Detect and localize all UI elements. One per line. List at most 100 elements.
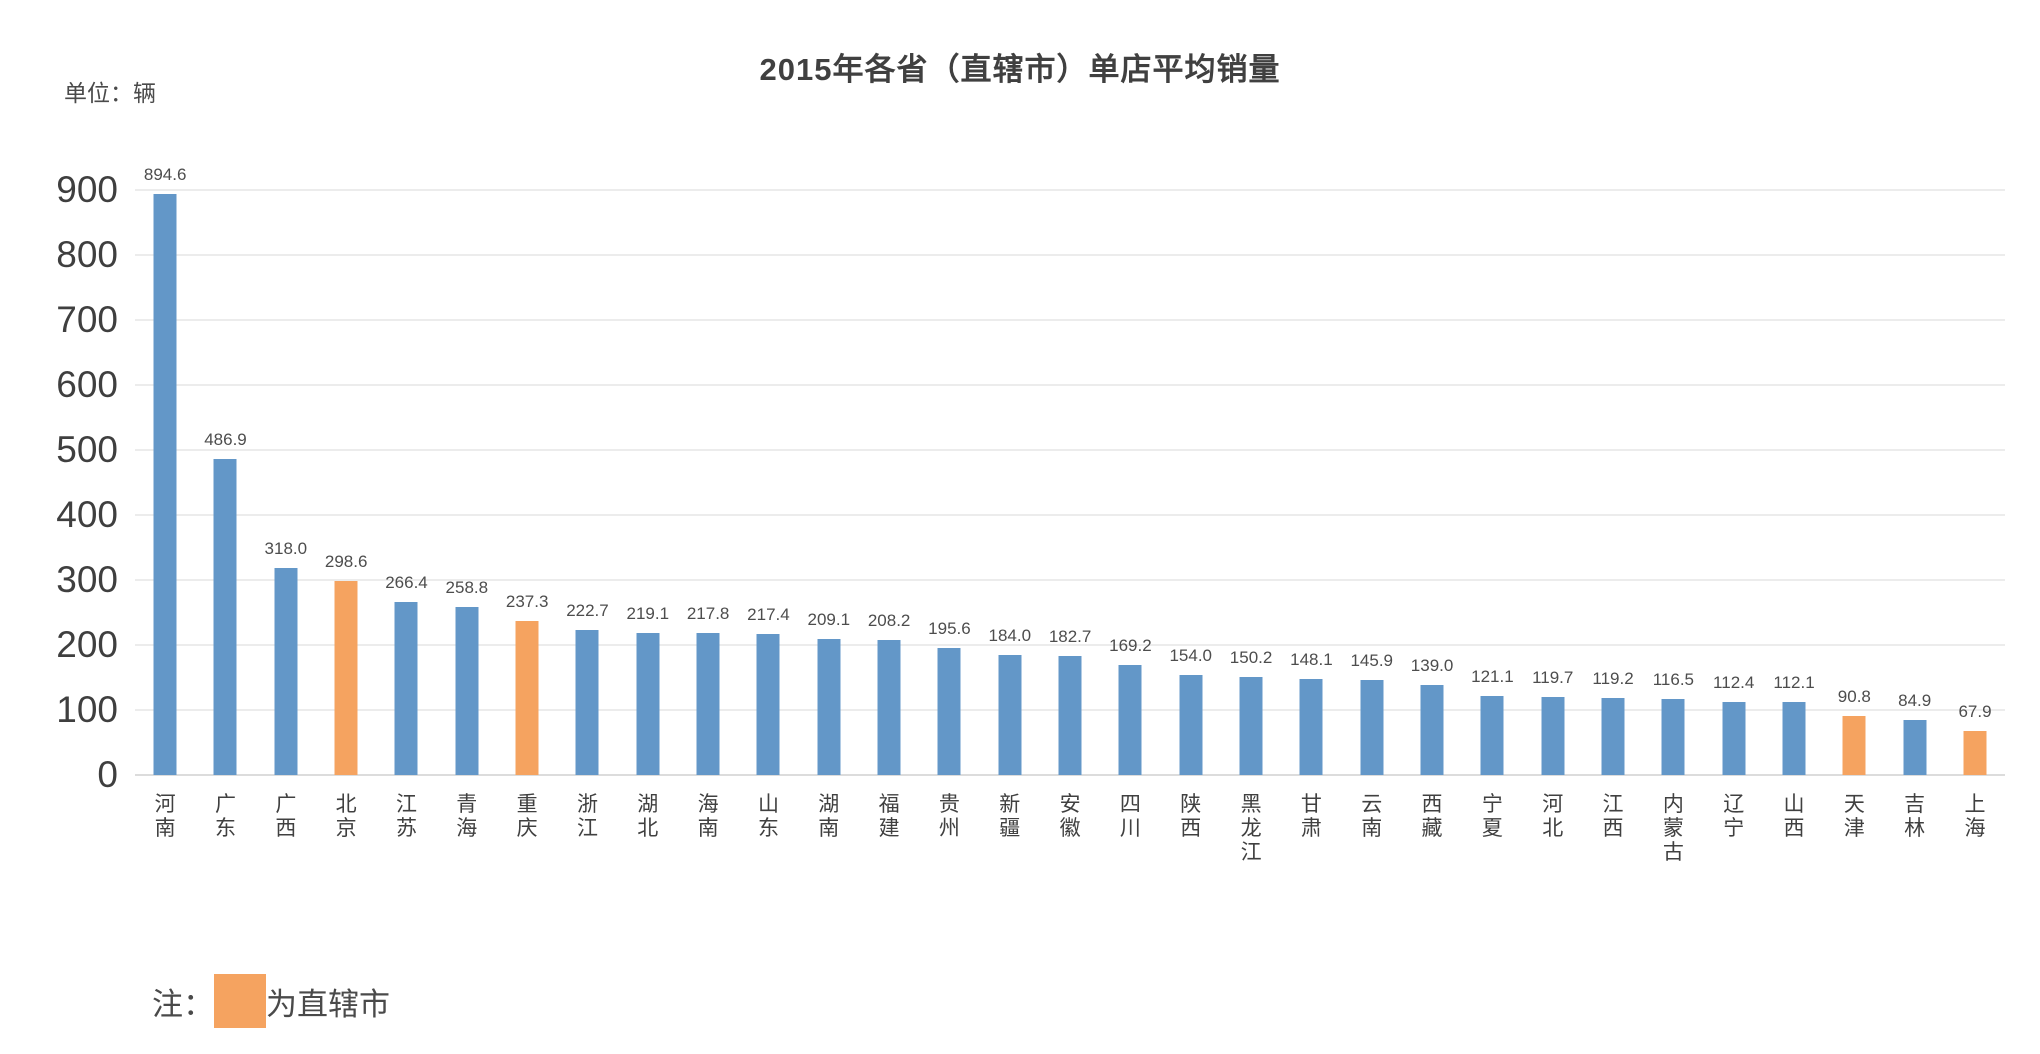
y-axis-tick-label: 200 (56, 624, 118, 665)
bar-slot: 112.1 (1764, 190, 1824, 775)
municipality-bar (334, 580, 358, 775)
province-bar (575, 630, 599, 775)
bar-slot: 119.2 (1583, 190, 1643, 775)
x-axis-category-label: 辽宁 (1723, 793, 1745, 840)
x-axis-category-label: 浙江 (576, 793, 598, 840)
bar-value-label: 217.4 (747, 604, 790, 624)
x-axis-category-label: 海南 (697, 793, 719, 840)
y-axis-tick-label: 100 (56, 689, 118, 730)
gridline (135, 514, 2005, 516)
province-bar (1782, 702, 1806, 775)
x-axis-category-label: 吉林 (1904, 793, 1926, 840)
bar-slot: 219.1 (618, 190, 678, 775)
province-bar (1058, 656, 1082, 775)
bar-slot: 184.0 (980, 190, 1040, 775)
bar-slot: 84.9 (1885, 190, 1945, 775)
x-axis-category-label: 贵州 (938, 793, 960, 840)
bar-value-label: 150.2 (1229, 648, 1273, 668)
province-bar (1722, 701, 1746, 775)
x-axis-category-label: 湖南 (818, 793, 840, 840)
bar-slot: 222.7 (557, 190, 617, 775)
bar-slot: 266.4 (376, 190, 436, 775)
y-axis-tick-label: 400 (56, 494, 118, 535)
bar-slot: 169.2 (1100, 190, 1160, 775)
x-axis-category-label: 北京 (335, 793, 357, 840)
x-axis-category-label: 广东 (214, 793, 236, 840)
province-bar (1903, 719, 1927, 775)
x-axis-category-label: 宁夏 (1481, 793, 1503, 840)
bar-value-label: 116.5 (1652, 670, 1694, 690)
province-bar (1661, 699, 1685, 775)
province-bar (1118, 665, 1142, 775)
bar-value-label: 112.4 (1713, 672, 1755, 692)
x-axis-category-label: 福建 (878, 793, 900, 840)
municipality-bar (515, 620, 539, 775)
x-axis-category-label: 甘肃 (1300, 793, 1322, 840)
bar-slot: 112.4 (1704, 190, 1764, 775)
bar-value-label: 219.1 (626, 603, 670, 623)
gridline (135, 579, 2005, 581)
province-bar (153, 193, 177, 775)
x-axis-category-label: 河北 (1542, 793, 1564, 840)
bar-slot: 150.2 (1221, 190, 1281, 775)
legend-note: 注： 为直辖市 (152, 974, 390, 1028)
province-bar (1239, 677, 1263, 775)
bar-value-label: 121.1 (1471, 667, 1514, 687)
bar-slot: 145.9 (1342, 190, 1402, 775)
y-axis: 900 800 700 600 500 400 300 200 100 0 (0, 169, 118, 795)
bar-slot: 148.1 (1281, 190, 1341, 775)
bar-value-label: 119.7 (1532, 668, 1574, 688)
gridline (135, 449, 2005, 451)
bar-slot: 298.6 (316, 190, 376, 775)
gridline (135, 644, 2005, 646)
x-axis-category-label: 四川 (1119, 793, 1141, 840)
province-bar (213, 458, 237, 775)
x-axis-category-label: 安徽 (1059, 793, 1081, 840)
bar-slot: 318.0 (256, 190, 316, 775)
y-axis-tick-label: 700 (56, 299, 118, 340)
bar-slot: 217.4 (738, 190, 798, 775)
y-axis-tick-label: 800 (56, 234, 118, 275)
bar-value-label: 182.7 (1048, 627, 1092, 647)
y-axis-tick-label: 500 (56, 429, 118, 470)
x-axis-category-label: 广西 (275, 793, 297, 840)
x-axis-category-label: 山西 (1783, 793, 1805, 840)
province-bar (1601, 697, 1625, 775)
y-axis-tick-label: 600 (56, 364, 118, 405)
bar-value-label: 258.8 (445, 577, 489, 597)
bar-value-label: 486.9 (204, 429, 247, 449)
province-bar (877, 639, 901, 775)
x-axis-category-label: 山东 (757, 793, 779, 840)
x-axis-baseline (135, 774, 2005, 776)
province-bar (274, 568, 298, 775)
province-bar (1420, 684, 1444, 775)
bar-slot: 486.9 (195, 190, 255, 775)
chart-title: 2015年各省（直辖市）单店平均销量 (759, 52, 1281, 87)
province-bar (756, 633, 780, 775)
bar-slot: 154.0 (1161, 190, 1221, 775)
bar-slot: 90.8 (1824, 190, 1884, 775)
bar-value-label: 195.6 (928, 618, 971, 638)
bar-slot: 67.9 (1945, 190, 2005, 775)
x-axis-category-label: 天津 (1843, 793, 1865, 840)
bar-value-label: 318.0 (264, 539, 308, 559)
y-axis-tick-label: 900 (56, 169, 118, 210)
x-axis-category-label: 西藏 (1421, 793, 1443, 840)
gridline (135, 319, 2005, 321)
x-axis-category-label: 江苏 (395, 793, 417, 840)
bar-slot: 182.7 (1040, 190, 1100, 775)
province-bar (1360, 680, 1384, 775)
province-bar (394, 601, 418, 775)
legend-note-text: 为直辖市 (266, 986, 390, 1022)
province-bar (1480, 696, 1504, 775)
province-bar (696, 633, 720, 775)
plot-area: 894.6 486.9 318.0 298.6 266.4 258.8 237.3 222.7… (135, 165, 2005, 776)
bar-value-label: 237.3 (505, 591, 549, 611)
y-axis-tick-label: 300 (56, 559, 118, 600)
bar-value-label: 154.0 (1169, 645, 1213, 665)
bar-slot: 217.8 (678, 190, 738, 775)
province-bar (1541, 697, 1565, 775)
province-bar (937, 647, 961, 775)
bar-value-label: 67.9 (1958, 701, 1992, 721)
